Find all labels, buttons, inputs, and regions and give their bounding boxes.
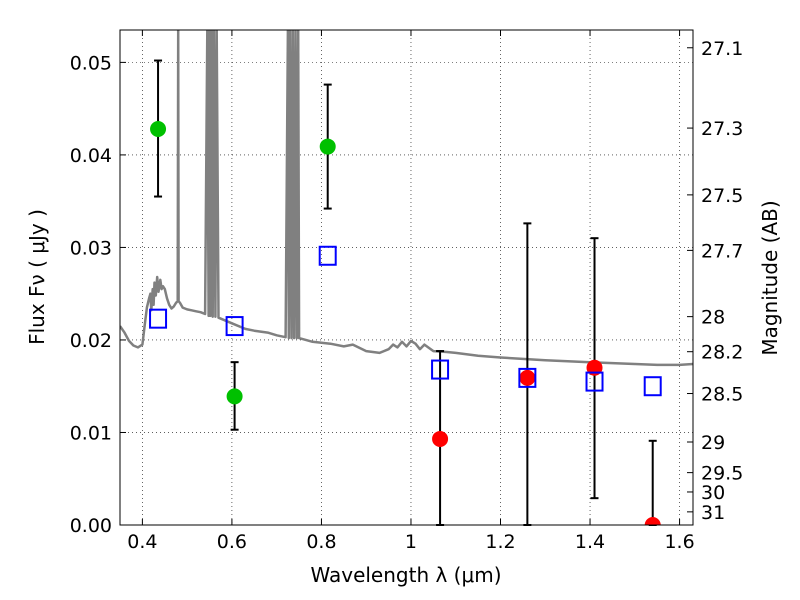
model_photometry-point bbox=[225, 316, 244, 337]
ticks-layer bbox=[120, 30, 693, 526]
y-tick-label: 0.00 bbox=[70, 515, 112, 537]
mag-tick-label: 29 bbox=[701, 432, 725, 454]
x-tick-label: 1.4 bbox=[575, 531, 605, 553]
x-tick-label: 0.6 bbox=[217, 531, 247, 553]
x-tick-label: 0.8 bbox=[306, 531, 336, 553]
x-tick-label: 1 bbox=[405, 531, 417, 553]
mag-tick-label: 31 bbox=[701, 502, 725, 524]
mag-tick-label: 27.1 bbox=[701, 38, 743, 60]
model_photometry-point bbox=[431, 359, 450, 380]
y-tick-label: 0.05 bbox=[70, 52, 112, 74]
x-axis-label: Wavelength λ (μm) bbox=[310, 563, 501, 587]
mag-tick-label: 27.3 bbox=[701, 118, 743, 140]
tick-labels-layer: 0.4 0.6 0.8 1 1.2 1.4 1.6 0.00 0.01 0.02 0.03 0.04 0… bbox=[70, 38, 744, 553]
upper_limits-point bbox=[644, 517, 661, 525]
upper_limits-point bbox=[432, 430, 449, 447]
y2-axis-label: Magnitude (AB) bbox=[758, 200, 782, 355]
mag-tick-label: 28 bbox=[701, 307, 725, 329]
y-axis-label: Flux Fν ( μJy ) bbox=[25, 209, 49, 345]
detections-point bbox=[150, 121, 167, 137]
x-tick-label: 0.4 bbox=[127, 531, 157, 553]
mag-tick-label: 28.5 bbox=[701, 384, 743, 406]
mag-tick-label: 27.5 bbox=[701, 185, 743, 207]
upper_limits-point bbox=[586, 359, 603, 376]
y-tick-label: 0.04 bbox=[70, 145, 112, 167]
y-tick-label: 0.02 bbox=[70, 330, 112, 352]
model-sed-line bbox=[120, 30, 693, 367]
model_photometry-point bbox=[318, 245, 337, 266]
model_photometry-point bbox=[518, 367, 537, 388]
mag-tick-label: 27.7 bbox=[701, 240, 743, 262]
model-sed-layer bbox=[120, 30, 693, 367]
upper_limits-point bbox=[519, 369, 536, 386]
detections-point bbox=[226, 388, 243, 405]
model_photometry-point bbox=[149, 308, 168, 329]
model_photometry-point bbox=[585, 371, 604, 392]
y-tick-label: 0.03 bbox=[70, 237, 112, 259]
mag-tick-label: 30 bbox=[701, 482, 725, 504]
model_photometry-point bbox=[643, 376, 662, 397]
y-tick-label: 0.01 bbox=[70, 422, 112, 444]
error-bars-layer bbox=[154, 59, 657, 526]
plot-frame bbox=[119, 29, 694, 526]
x-tick-label: 1.2 bbox=[485, 531, 515, 553]
mag-tick-label: 28.2 bbox=[701, 342, 743, 364]
markers-layer bbox=[149, 121, 662, 525]
x-tick-label: 1.6 bbox=[664, 531, 694, 553]
mag-tick-label: 29.5 bbox=[701, 463, 743, 485]
grid bbox=[120, 30, 693, 526]
detections-point bbox=[319, 138, 336, 155]
